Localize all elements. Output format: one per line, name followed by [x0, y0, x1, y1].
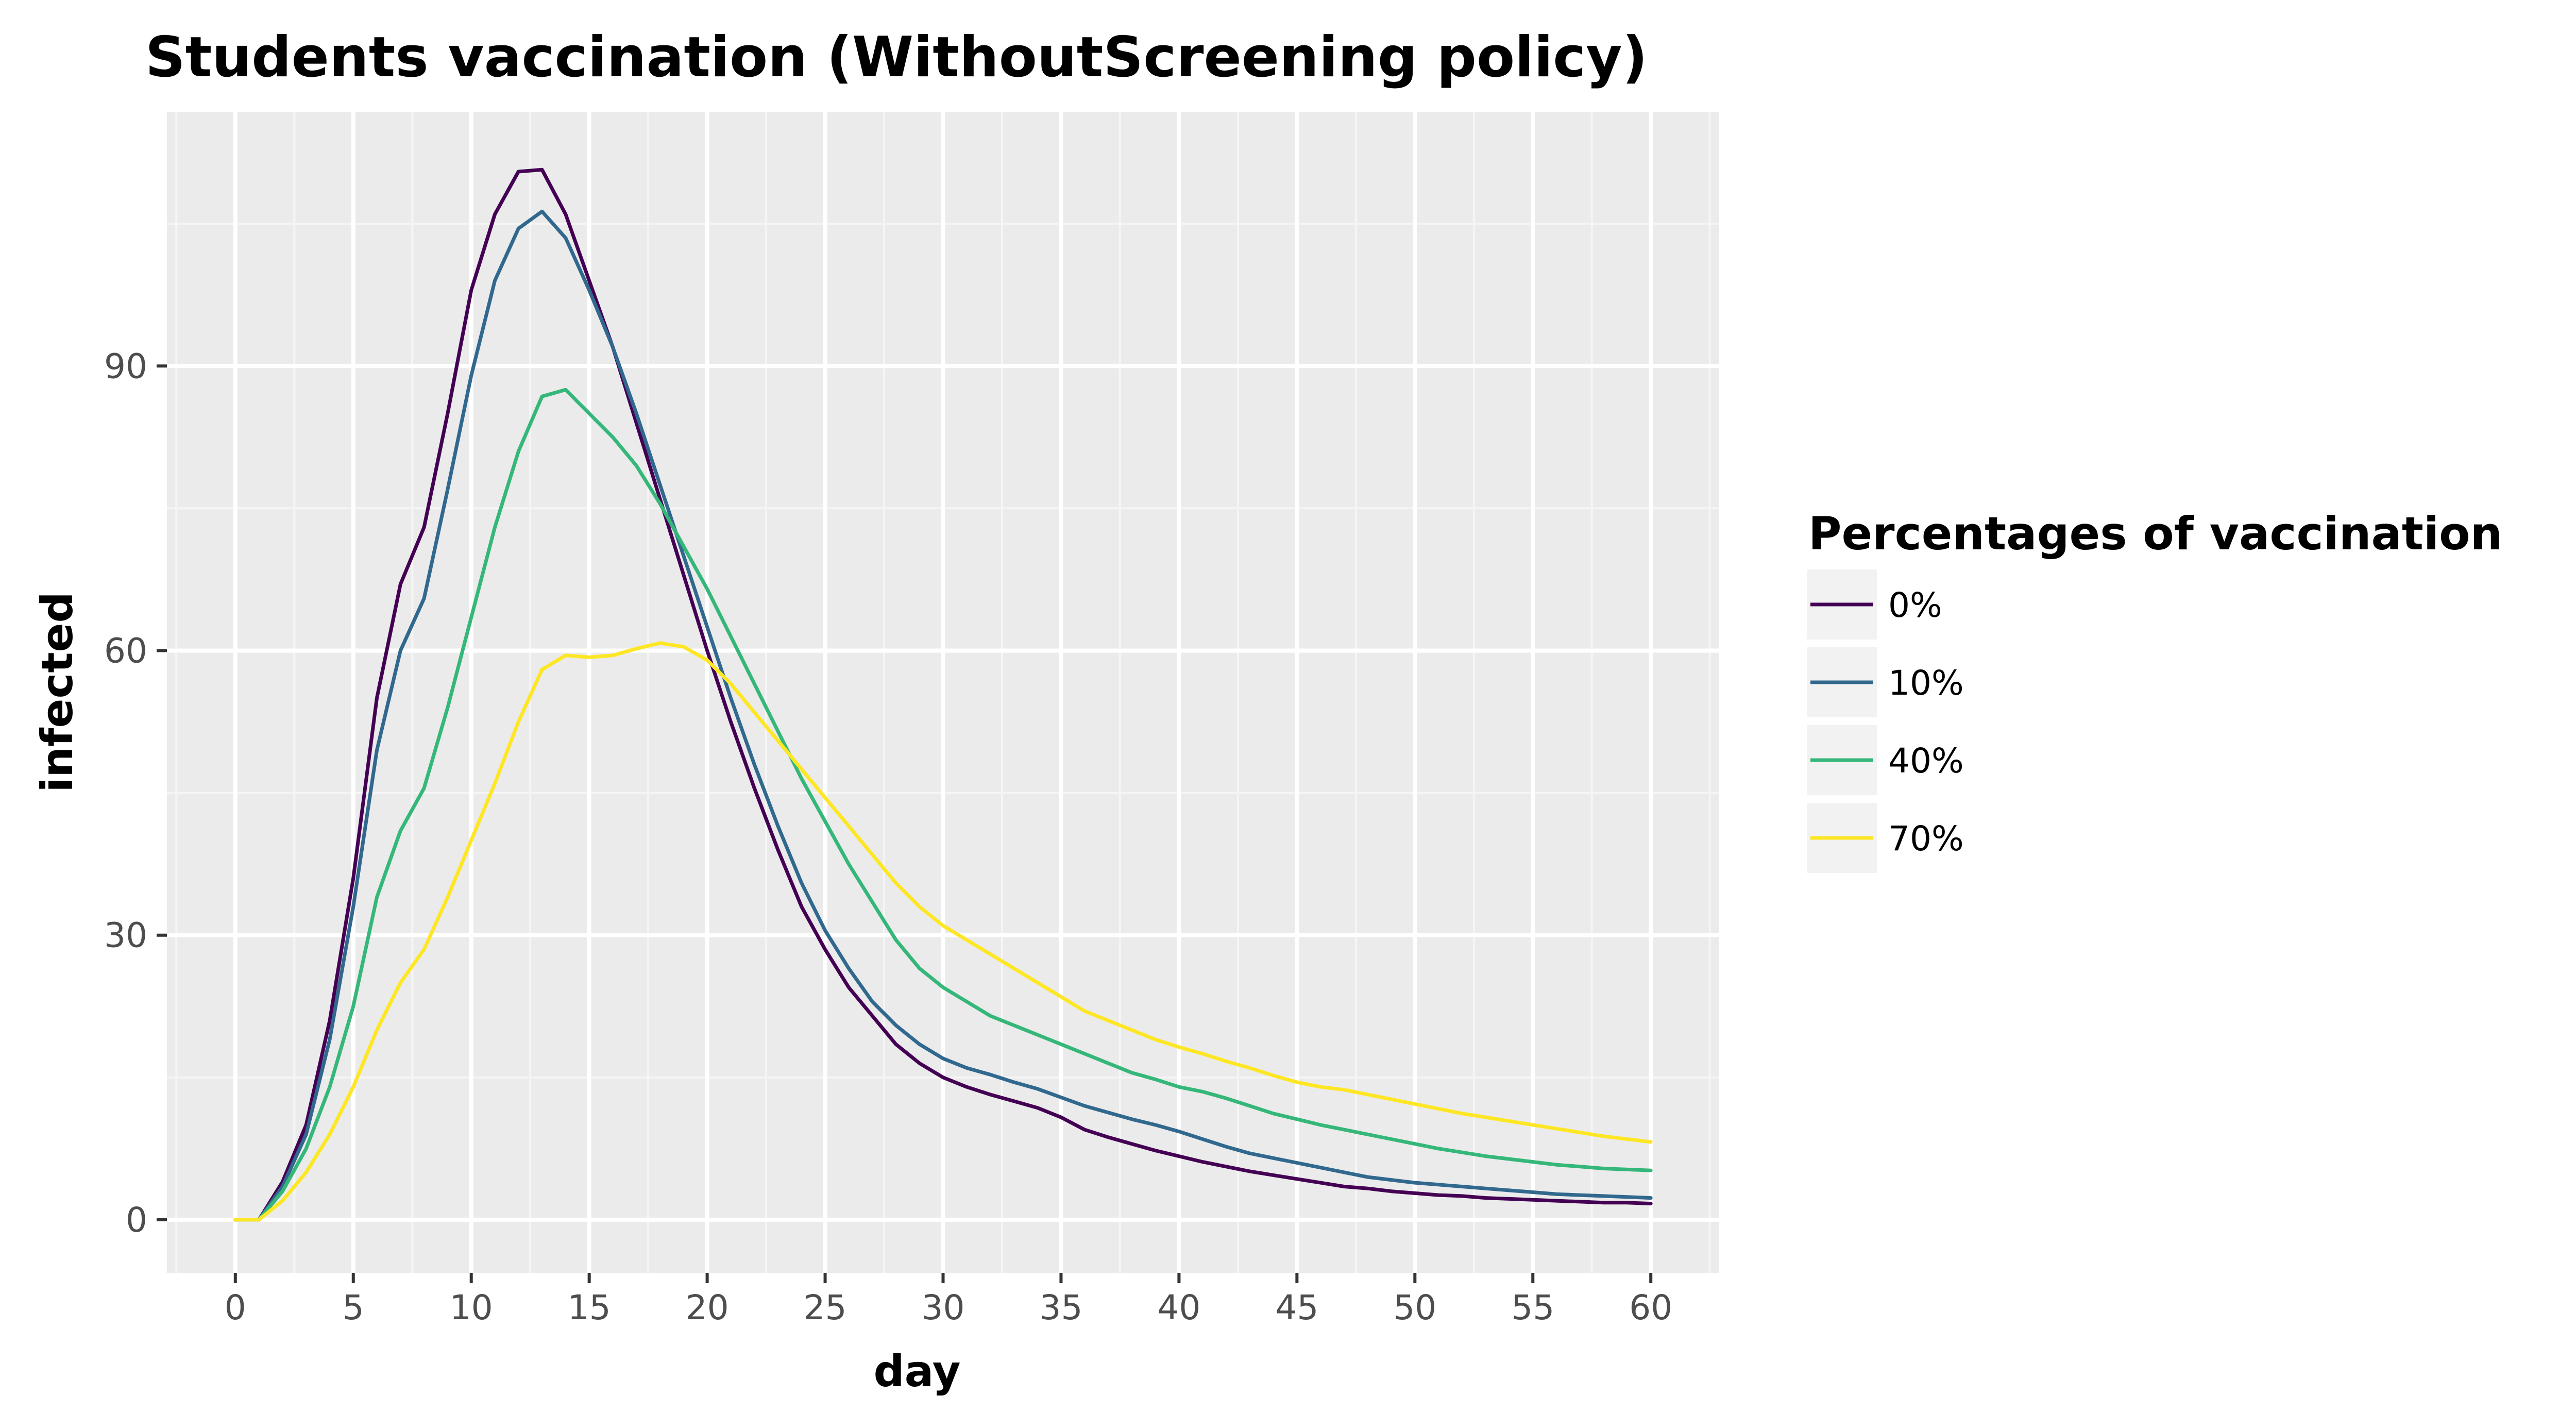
x-tick-label: 45	[1275, 1288, 1318, 1327]
x-tick-label: 5	[343, 1288, 364, 1327]
legend-title: Percentages of vaccination	[1808, 507, 2502, 560]
series-line-40pct	[233, 388, 1653, 1222]
legend-items: 0% 10% 40% 70%	[1807, 569, 1964, 873]
series-line-70pct	[233, 641, 1653, 1222]
x-tick-label: 20	[686, 1288, 729, 1327]
x-axis-title: day	[874, 1346, 961, 1397]
series-line-0pct	[233, 167, 1653, 1222]
legend-label: 70%	[1888, 819, 1964, 859]
series-lines	[233, 167, 1653, 1222]
x-tick-label: 25	[804, 1288, 847, 1327]
x-tick-label: 0	[225, 1288, 246, 1327]
y-tick-label: 0	[126, 1200, 147, 1240]
grid-major	[167, 112, 1719, 1273]
x-axis: 0 5 10 15 20 25 30 35 40 45 50 55 60	[225, 1273, 1672, 1327]
x-tick-label: 55	[1511, 1288, 1554, 1327]
x-tick-label: 10	[450, 1288, 493, 1327]
x-tick-label: 30	[922, 1288, 965, 1327]
series-line-10pct	[233, 209, 1653, 1222]
legend-label: 10%	[1888, 663, 1964, 703]
legend-item: 10%	[1807, 647, 1964, 717]
legend-item: 70%	[1807, 803, 1964, 873]
x-tick-label: 60	[1629, 1288, 1672, 1327]
x-tick-label: 15	[568, 1288, 611, 1327]
legend-item: 0%	[1807, 569, 1942, 640]
legend: Percentages of vaccination 0% 10% 40% 70%	[1807, 507, 2502, 873]
x-tick-label: 50	[1393, 1288, 1436, 1327]
legend-label: 40%	[1888, 741, 1964, 781]
legend-item: 40%	[1807, 725, 1964, 795]
x-tick-label: 35	[1039, 1288, 1082, 1327]
y-axis-title: infected	[32, 592, 82, 792]
y-tick-label: 30	[104, 916, 147, 955]
y-axis: 0 30 60 90	[104, 346, 167, 1240]
y-tick-label: 60	[104, 631, 147, 671]
legend-label: 0%	[1888, 585, 1942, 625]
chart-title: Students vaccination (WithoutScreening p…	[145, 25, 1648, 90]
y-tick-label: 90	[104, 346, 147, 386]
x-tick-label: 40	[1157, 1288, 1200, 1327]
